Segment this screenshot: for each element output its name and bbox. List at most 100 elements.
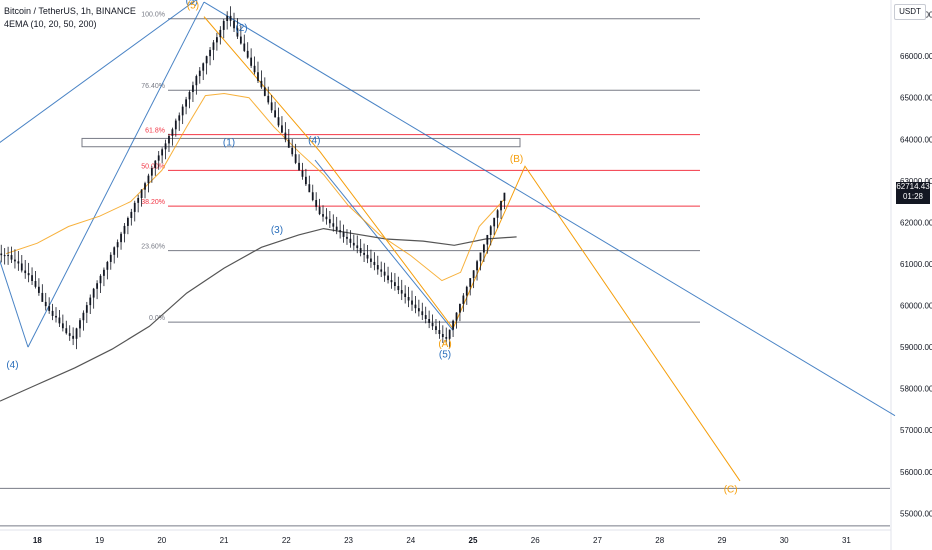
candle-body [222, 20, 225, 30]
candle-body [58, 317, 61, 324]
currency-button[interactable]: USDT [894, 4, 926, 20]
candle [257, 61, 259, 84]
wave-label: (B) [510, 154, 523, 165]
candle-body [476, 261, 478, 271]
candle [161, 147, 164, 164]
candle-body [462, 295, 465, 304]
candle [195, 74, 198, 95]
candle [168, 133, 170, 153]
candle-body [376, 265, 379, 270]
candle-body [164, 143, 167, 150]
candle-body [24, 270, 27, 274]
candle-body [215, 37, 218, 43]
candle [147, 173, 150, 193]
candle-body [291, 147, 294, 155]
candle [383, 262, 386, 282]
candle [373, 252, 376, 271]
candle [455, 312, 458, 329]
candle [277, 107, 280, 128]
candle [154, 160, 157, 176]
candle-body [387, 275, 389, 281]
candle [308, 175, 311, 193]
candle-body [270, 102, 273, 111]
candle [126, 216, 129, 235]
candle-body [133, 202, 136, 212]
candle-body [209, 49, 211, 57]
candle-body [363, 252, 365, 255]
candle [260, 70, 263, 89]
x-tick-label: 31 [842, 536, 851, 545]
candle-body [287, 139, 290, 148]
candle-body [496, 210, 499, 218]
candle-body [246, 50, 249, 58]
candle [376, 255, 379, 275]
candle [236, 18, 239, 39]
candle [301, 162, 304, 180]
candle [294, 143, 297, 165]
candle-body [438, 330, 441, 335]
candle [61, 314, 64, 332]
fib-level-label: 0.0% [149, 315, 165, 322]
wave-label: (3) [271, 225, 283, 236]
candle [171, 127, 174, 146]
candle [390, 272, 393, 289]
candle-body [239, 36, 242, 44]
candle-body [103, 269, 105, 276]
candle [198, 67, 201, 84]
candle-body [465, 286, 468, 296]
candle-body [253, 65, 256, 73]
fib-level-label: 76.40% [141, 83, 165, 90]
candle-body [147, 175, 150, 184]
candle [438, 320, 441, 339]
candle [17, 251, 20, 271]
candle [113, 246, 116, 264]
candle [106, 260, 109, 280]
fib-level-label: 38.20% [141, 199, 165, 206]
candle [37, 278, 40, 296]
x-tick-label: 30 [780, 536, 789, 545]
y-tick-label: 56000.00 [900, 468, 932, 477]
candle [72, 327, 75, 346]
candle-body [3, 255, 6, 257]
candle-body [339, 230, 342, 233]
candle-body [181, 106, 184, 116]
candle [435, 318, 437, 335]
candle-body [144, 183, 146, 190]
candle [469, 278, 472, 296]
candle-body [37, 286, 40, 293]
candle [116, 239, 119, 258]
candle [328, 211, 331, 228]
candle-body [397, 285, 400, 291]
candle-body [68, 333, 71, 336]
candle-body [92, 288, 95, 298]
candle-body [482, 244, 485, 253]
candle-body [27, 273, 30, 276]
indicator-label[interactable]: 4EMA (10, 20, 50, 200) [4, 19, 97, 29]
candle [298, 154, 300, 171]
candle [359, 239, 362, 257]
candle [393, 273, 396, 291]
candle-body [455, 312, 458, 321]
y-tick-label: 65000.00 [900, 94, 932, 103]
candle [284, 122, 287, 143]
candle [82, 310, 85, 331]
candle [397, 276, 400, 295]
candle-body [229, 15, 232, 21]
candle [479, 252, 482, 271]
last-price-value: 62714.43 [896, 182, 930, 191]
candle [482, 243, 485, 263]
fib-level-label: 61.8% [145, 128, 165, 135]
candle-body [315, 200, 318, 207]
candle [229, 6, 232, 27]
candle [7, 246, 9, 265]
candle-body [349, 238, 352, 243]
candle [246, 42, 249, 59]
candle-body [205, 56, 208, 64]
candle-body [459, 303, 461, 313]
candle-body [48, 306, 51, 311]
candle-body [44, 301, 47, 307]
candle [366, 245, 369, 264]
candle-body [233, 20, 235, 29]
candle-body [417, 308, 420, 312]
